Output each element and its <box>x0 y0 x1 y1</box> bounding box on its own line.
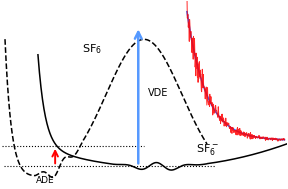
Text: SF$_6^-$: SF$_6^-$ <box>196 142 218 156</box>
Text: SF$_6$: SF$_6$ <box>82 42 102 56</box>
Text: VDE: VDE <box>148 88 169 98</box>
Text: ADE: ADE <box>36 176 54 185</box>
